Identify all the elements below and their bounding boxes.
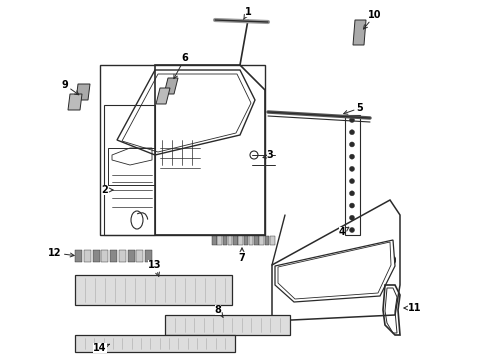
Text: 6: 6: [174, 53, 188, 78]
Circle shape: [349, 215, 354, 220]
Polygon shape: [165, 315, 290, 335]
Circle shape: [349, 203, 354, 208]
Bar: [217, 236, 222, 245]
Bar: [222, 236, 227, 245]
Bar: [265, 236, 269, 245]
Bar: [145, 250, 152, 262]
Bar: [238, 236, 243, 245]
Bar: [127, 250, 134, 262]
Polygon shape: [164, 78, 178, 94]
Text: 2: 2: [101, 185, 113, 195]
Bar: [136, 250, 143, 262]
Bar: [84, 250, 91, 262]
Bar: [228, 236, 232, 245]
Text: 12: 12: [48, 248, 74, 258]
Circle shape: [349, 142, 354, 147]
Polygon shape: [75, 275, 232, 305]
Polygon shape: [68, 94, 82, 110]
Text: 7: 7: [239, 248, 245, 263]
Bar: [254, 236, 259, 245]
Text: 8: 8: [215, 305, 223, 317]
Text: 5: 5: [343, 103, 364, 114]
Circle shape: [349, 228, 354, 233]
Bar: [233, 236, 238, 245]
Text: 9: 9: [62, 80, 79, 95]
Text: 3: 3: [263, 150, 273, 160]
Polygon shape: [353, 20, 366, 45]
Text: 1: 1: [244, 7, 251, 19]
Text: 14: 14: [93, 343, 109, 353]
Circle shape: [349, 117, 354, 122]
Bar: [244, 236, 248, 245]
Bar: [119, 250, 126, 262]
Polygon shape: [156, 88, 170, 104]
Bar: [101, 250, 108, 262]
Circle shape: [349, 154, 354, 159]
Circle shape: [349, 166, 354, 171]
Circle shape: [349, 191, 354, 196]
Polygon shape: [76, 84, 90, 100]
Bar: [93, 250, 99, 262]
Text: 4: 4: [339, 227, 349, 237]
Bar: [75, 250, 82, 262]
Text: 13: 13: [148, 260, 162, 276]
Polygon shape: [75, 335, 235, 352]
Bar: [259, 236, 264, 245]
Bar: [212, 236, 217, 245]
Text: 11: 11: [404, 303, 422, 313]
Bar: [270, 236, 274, 245]
Bar: [110, 250, 117, 262]
Text: 10: 10: [364, 10, 382, 29]
Circle shape: [349, 179, 354, 184]
Circle shape: [349, 130, 354, 135]
Bar: [249, 236, 253, 245]
